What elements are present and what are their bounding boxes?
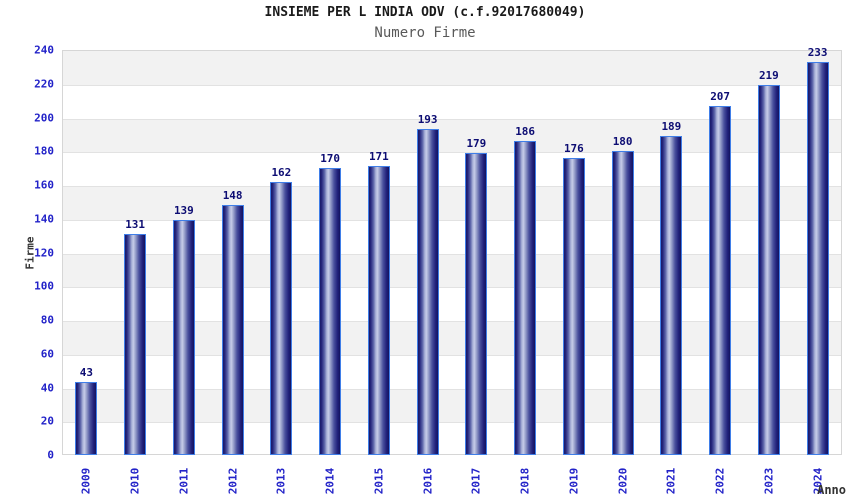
bar-value-label: 170 <box>320 152 341 166</box>
bar-value-label: 233 <box>807 45 828 59</box>
y-tick-label: 120 <box>34 246 54 259</box>
bar-value-label: 179 <box>466 136 487 150</box>
bar <box>367 166 390 455</box>
x-tick-label: 2012 <box>226 467 240 495</box>
x-axis-title: Anno <box>817 483 846 497</box>
y-tick-label: 20 <box>40 414 54 428</box>
y-tick-label: 60 <box>40 347 54 361</box>
gridline <box>63 186 841 187</box>
bar <box>660 136 683 455</box>
x-tick-label: 2016 <box>421 467 435 495</box>
bar <box>757 85 780 455</box>
bar-value-label: 171 <box>368 150 389 164</box>
bar-value-label: 180 <box>612 135 633 149</box>
x-tick-label: 2022 <box>713 467 727 495</box>
bar-value-label: 219 <box>758 69 779 83</box>
bar-value-label: 193 <box>417 113 438 127</box>
gridline <box>63 253 841 255</box>
bar-value-label: 176 <box>563 142 584 155</box>
bar-value-label: 162 <box>271 165 292 179</box>
bar <box>221 205 244 455</box>
bar <box>270 181 293 455</box>
gridline <box>63 152 841 154</box>
gridline <box>63 84 841 86</box>
x-tick-label: 2020 <box>616 467 630 495</box>
gridline <box>63 118 841 120</box>
y-tick-label: 200 <box>34 111 54 124</box>
bar <box>124 233 147 455</box>
x-tick-label: 2023 <box>762 467 776 495</box>
y-tick-label: 160 <box>34 178 54 192</box>
x-tick-label: 2010 <box>128 467 142 495</box>
bar <box>611 151 634 455</box>
bar <box>514 141 537 455</box>
y-tick-label: 220 <box>34 77 54 91</box>
y-axis-title: Firme <box>23 235 37 270</box>
x-tick-label: 2021 <box>664 467 678 495</box>
x-tick-label: 2017 <box>469 467 483 495</box>
bar-value-label: 207 <box>710 89 731 103</box>
bar <box>562 158 585 455</box>
gridline <box>63 219 841 221</box>
x-tick-label: 2009 <box>79 467 93 495</box>
bar <box>416 129 439 455</box>
x-tick-label: 2011 <box>177 467 191 495</box>
y-tick-label: 0 <box>47 448 54 462</box>
chart-title: INSIEME PER L INDIA ODV (c.f.92017680049… <box>264 5 586 20</box>
bar <box>172 220 195 455</box>
bar-value-label: 148 <box>222 189 243 203</box>
x-tick-label: 2013 <box>274 467 288 495</box>
bar-value-label: 186 <box>515 125 536 139</box>
bar-value-label: 139 <box>173 204 194 218</box>
bar <box>75 382 98 455</box>
y-tick-label: 100 <box>34 279 54 293</box>
x-tick-label: 2015 <box>372 467 386 495</box>
bar-value-label: 189 <box>661 120 682 134</box>
gridline <box>63 287 841 289</box>
gridline <box>63 388 841 390</box>
bar <box>806 61 829 455</box>
bar <box>465 152 488 455</box>
bar-value-label: 131 <box>125 217 146 231</box>
bar <box>709 105 732 455</box>
x-tick-label: 2018 <box>518 467 532 495</box>
gridline <box>63 422 841 424</box>
gridline <box>63 321 841 322</box>
y-tick-label: 140 <box>34 212 54 226</box>
plot-band <box>63 51 841 85</box>
bar <box>319 168 342 455</box>
y-tick-label: 180 <box>34 144 54 158</box>
y-tick-label: 40 <box>40 381 54 394</box>
gridline <box>63 354 841 356</box>
x-tick-label: 2014 <box>323 467 337 495</box>
y-tick-label: 240 <box>34 43 54 57</box>
y-tick-label: 80 <box>40 313 54 327</box>
x-tick-label: 2019 <box>567 467 581 495</box>
bar-value-label: 43 <box>79 366 93 380</box>
chart-subtitle: Numero Firme <box>374 25 476 41</box>
